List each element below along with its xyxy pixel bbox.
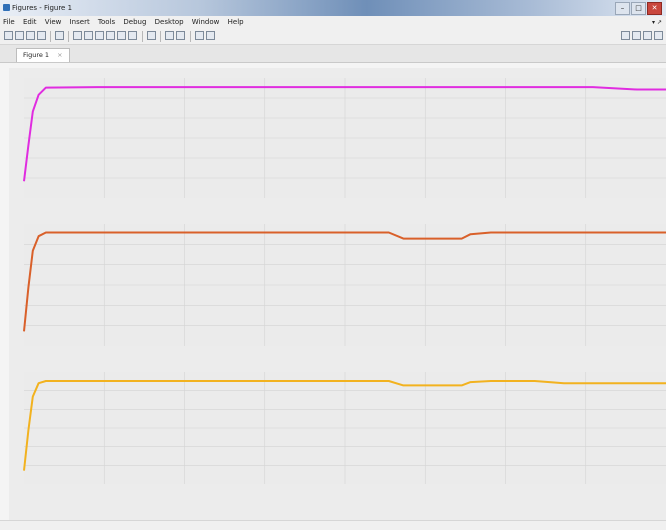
window-controls: – □ ✕ bbox=[615, 2, 662, 15]
menu-window[interactable]: Window bbox=[191, 18, 220, 26]
dock-arrow-icon[interactable]: ▾ ↗ bbox=[652, 19, 662, 26]
series-line[interactable] bbox=[23, 231, 666, 332]
series-line[interactable] bbox=[23, 380, 666, 471]
menu-bar: File Edit View Insert Tools Debug Deskto… bbox=[0, 16, 666, 29]
pan-icon[interactable] bbox=[95, 31, 104, 40]
brush-icon[interactable] bbox=[128, 31, 137, 40]
menu-edit[interactable]: Edit bbox=[22, 18, 37, 26]
new-figure-icon[interactable] bbox=[4, 31, 13, 40]
menu-help[interactable]: Help bbox=[227, 18, 244, 26]
subplot-2-plot[interactable] bbox=[9, 224, 666, 364]
subplot-1-plot[interactable] bbox=[9, 78, 666, 216]
colorbar-icon[interactable] bbox=[165, 31, 174, 40]
close-button[interactable]: ✕ bbox=[647, 2, 662, 15]
hide-plot-tools-icon[interactable] bbox=[195, 31, 204, 40]
matlab-figure-icon bbox=[3, 4, 10, 11]
toolbar-separator bbox=[68, 31, 69, 42]
pointer-icon[interactable] bbox=[55, 31, 64, 40]
legend-icon[interactable] bbox=[176, 31, 185, 40]
menu-debug[interactable]: Debug bbox=[123, 18, 147, 26]
figure-canvas bbox=[9, 68, 666, 520]
zoom-in-icon[interactable] bbox=[73, 31, 82, 40]
series-line[interactable] bbox=[23, 86, 666, 182]
figure-toolbar bbox=[0, 29, 666, 45]
menu-desktop[interactable]: Desktop bbox=[154, 18, 184, 26]
print-icon[interactable] bbox=[37, 31, 46, 40]
rotate-icon[interactable] bbox=[106, 31, 115, 40]
zoom-out-icon[interactable] bbox=[84, 31, 93, 40]
toolbar-separator bbox=[190, 31, 191, 42]
status-bar bbox=[0, 520, 666, 530]
subplot-3 bbox=[9, 372, 666, 502]
data-cursor-icon[interactable] bbox=[117, 31, 126, 40]
toolbar-separator bbox=[50, 31, 51, 42]
left-right-icon[interactable] bbox=[632, 31, 641, 40]
menu-insert[interactable]: Insert bbox=[69, 18, 90, 26]
show-plot-tools-icon[interactable] bbox=[206, 31, 215, 40]
menu-tools[interactable]: Tools bbox=[97, 18, 116, 26]
tile-icon[interactable] bbox=[621, 31, 630, 40]
window-titlebar: Figures - Figure 1 – □ ✕ bbox=[0, 0, 666, 16]
toolbar-separator bbox=[160, 31, 161, 42]
maximize-button[interactable]: □ bbox=[631, 2, 646, 15]
menu-view[interactable]: View bbox=[44, 18, 62, 26]
tab-close-icon[interactable]: × bbox=[57, 51, 63, 59]
toolbar-separator bbox=[142, 31, 143, 42]
minimize-button[interactable]: – bbox=[615, 2, 630, 15]
window-title: Figures - Figure 1 bbox=[12, 4, 73, 12]
figure-tabstrip: Figure 1 × bbox=[0, 45, 666, 63]
open-icon[interactable] bbox=[15, 31, 24, 40]
subplot-2 bbox=[9, 224, 666, 364]
float-icon[interactable] bbox=[654, 31, 663, 40]
subplot-3-plot[interactable] bbox=[9, 372, 666, 502]
tab-label: Figure 1 bbox=[23, 51, 50, 59]
subplot-1 bbox=[9, 78, 666, 216]
top-bottom-icon[interactable] bbox=[643, 31, 652, 40]
tab-figure-1[interactable]: Figure 1 × bbox=[16, 48, 70, 62]
menu-file[interactable]: File bbox=[3, 18, 15, 26]
link-icon[interactable] bbox=[147, 31, 156, 40]
save-icon[interactable] bbox=[26, 31, 35, 40]
